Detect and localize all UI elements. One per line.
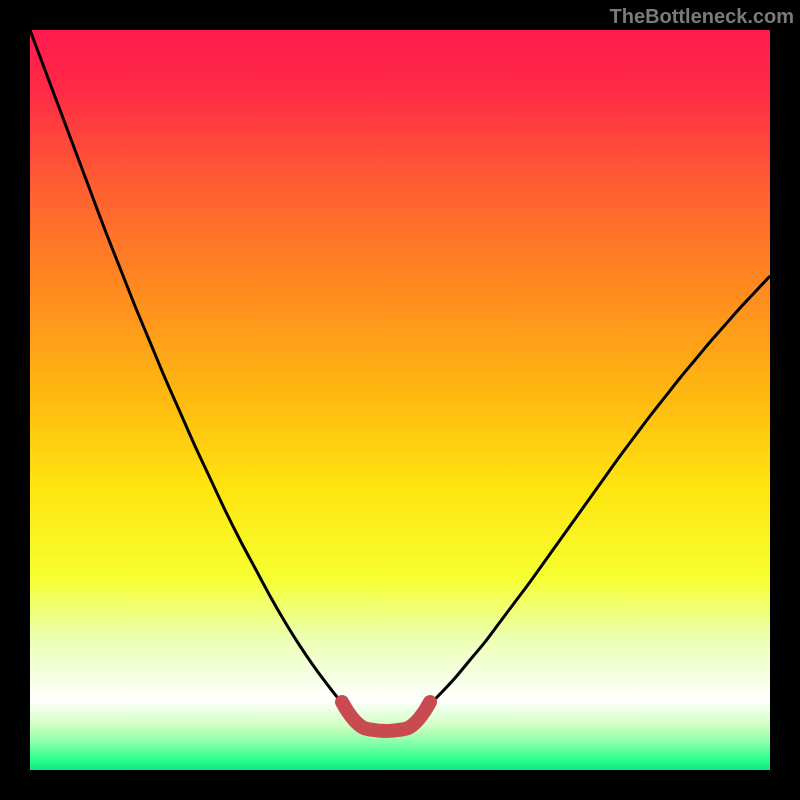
watermark-text: TheBottleneck.com — [610, 6, 794, 29]
chart-frame: TheBottleneck.com — [0, 0, 800, 800]
gradient-background — [30, 30, 770, 770]
plot-svg — [30, 30, 770, 770]
